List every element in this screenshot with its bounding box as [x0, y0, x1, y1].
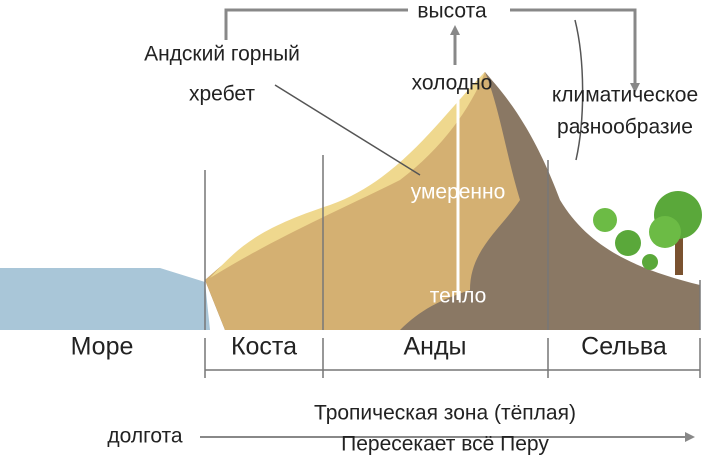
top-arrow: [224, 8, 635, 88]
trees: [593, 191, 702, 275]
mountain-light: [210, 72, 485, 278]
bracket: [574, 19, 584, 161]
label: высота: [417, 0, 487, 23]
zone-label: Сельва: [581, 333, 667, 361]
label: Пересекает всё Перу: [341, 433, 549, 456]
label: хребет: [189, 83, 255, 106]
label: тепло: [430, 285, 487, 308]
label: разнообразие: [557, 116, 693, 139]
label: климатическое: [552, 84, 698, 107]
label: холодно: [412, 72, 493, 95]
label: умеренно: [411, 181, 506, 204]
label: Тропическая зона (тёплая): [314, 402, 576, 425]
zone-label: Анды: [403, 333, 466, 361]
label: долгота: [107, 425, 183, 448]
pointer: [274, 84, 421, 176]
sea: [0, 268, 210, 330]
label: Андский горный: [144, 43, 300, 66]
strip: [0, 330, 710, 338]
zone-label: Коста: [231, 333, 297, 361]
zone-dividers: [204, 155, 701, 378]
zone-label: Море: [71, 333, 134, 361]
